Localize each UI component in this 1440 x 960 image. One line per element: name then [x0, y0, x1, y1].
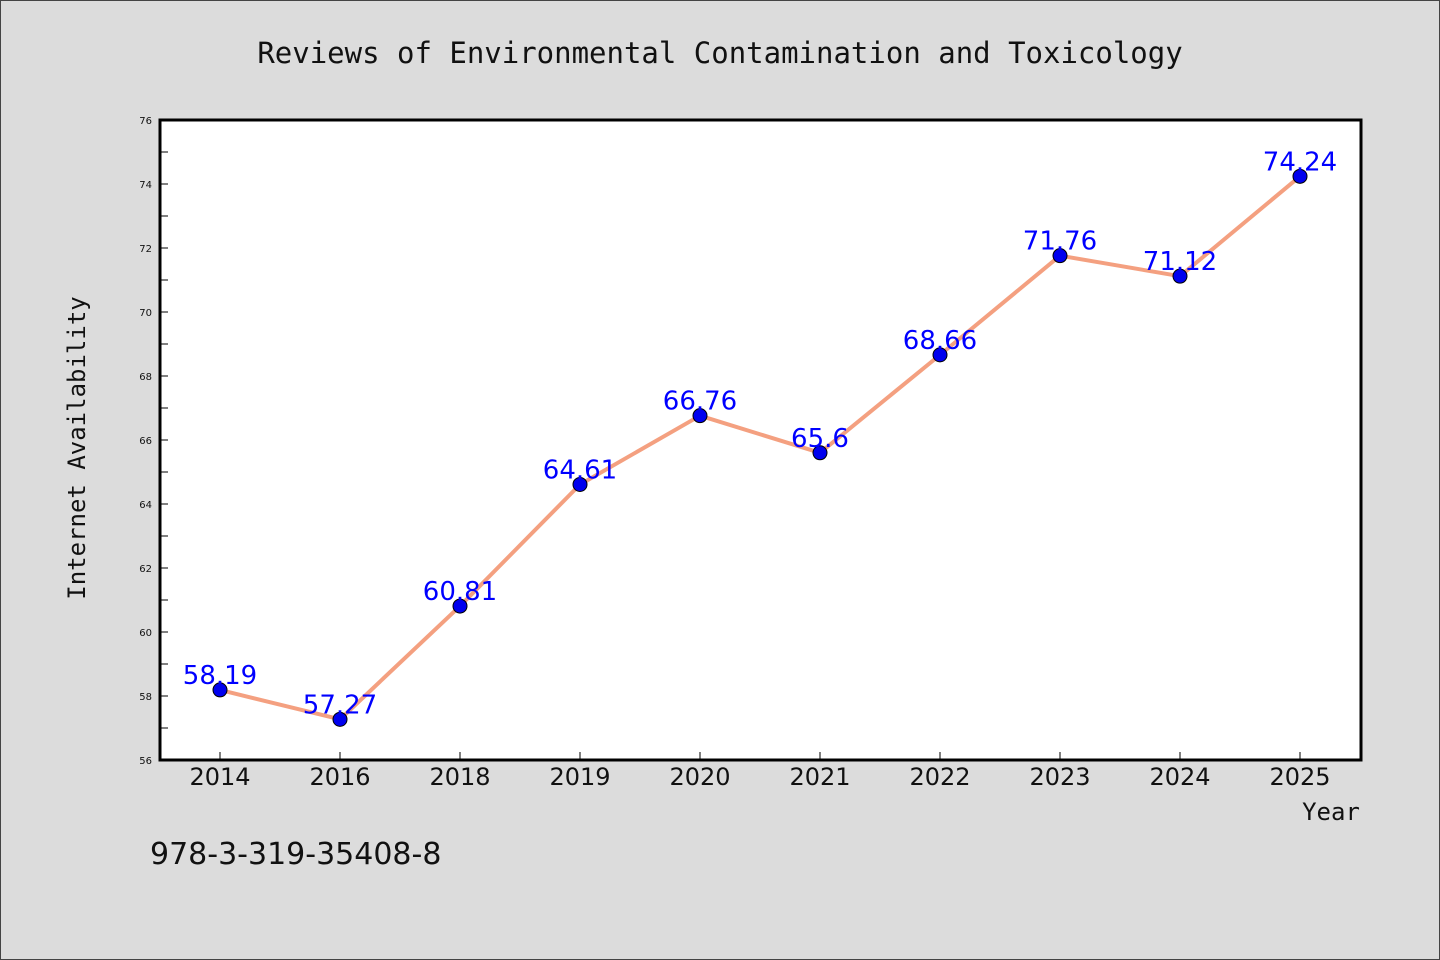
data-point-marker [572, 476, 588, 492]
data-point-marker [452, 598, 468, 614]
x-tick-label: 2020 [669, 763, 730, 791]
data-label: 74.24 [1263, 147, 1337, 177]
x-tick-label: 2014 [189, 763, 250, 791]
y-tick-label: 72 [139, 244, 152, 255]
data-point-marker [692, 408, 708, 424]
y-tick-label: 76 [139, 116, 152, 127]
data-point-marker [1172, 268, 1188, 284]
x-tick-label: 2022 [909, 763, 970, 791]
series-line-group [219, 174, 1302, 722]
x-tick-label: 2023 [1029, 763, 1090, 791]
x-axis: 2014 2016 2018 2019 2020 2021 2022 2023 2024 2025 [189, 752, 1331, 791]
data-label: 57.27 [303, 690, 377, 720]
data-label: 71.12 [1143, 247, 1217, 277]
data-point-marker [932, 347, 948, 363]
data-label: 60.81 [423, 577, 497, 607]
y-axis-label: Internet Availability [63, 296, 91, 599]
data-labels-group: 58.19 57.27 60.81 64.61 66.76 65.6 68.66 71.76 7… [183, 147, 1337, 720]
data-point-marker [812, 445, 828, 461]
data-point-marker [1052, 248, 1068, 264]
data-label: 71.76 [1023, 227, 1097, 257]
y-tick-label: 70 [139, 308, 152, 319]
x-tick-label: 2021 [789, 763, 850, 791]
plot-area [158, 118, 1363, 762]
isbn-footer: 978-3-319-35408-8 [150, 837, 441, 872]
y-tick-label: 62 [139, 564, 152, 575]
y-tick-label: 58 [139, 692, 152, 703]
y-tick-label: 68 [139, 372, 152, 383]
x-tick-label: 2024 [1149, 763, 1210, 791]
y-tick-label: 66 [139, 436, 152, 447]
data-point-marker [332, 711, 348, 727]
data-point-marker [1292, 168, 1308, 184]
y-tick-label: 60 [139, 628, 152, 639]
x-tick-label: 2016 [309, 763, 370, 791]
data-label: 68.66 [903, 326, 977, 356]
series-line [219, 174, 1302, 722]
x-tick-label: 2025 [1269, 763, 1330, 791]
data-point-marker [212, 682, 228, 698]
series-markers-group [212, 168, 1308, 727]
y-axis: 56 58 60 62 64 66 68 70 72 74 76 [139, 116, 168, 767]
chart-title: Reviews of Environmental Contamination a… [257, 36, 1182, 70]
data-label: 64.61 [543, 455, 617, 485]
y-tick-label: 74 [139, 180, 152, 191]
data-label: 66.76 [663, 387, 737, 417]
data-label: 65.6 [791, 424, 849, 454]
y-tick-label: 64 [139, 500, 152, 511]
x-tick-label: 2019 [549, 763, 610, 791]
data-label: 58.19 [183, 661, 257, 691]
x-axis-label: Year [1302, 798, 1360, 826]
y-tick-label: 56 [139, 756, 152, 767]
x-tick-label: 2018 [429, 763, 490, 791]
